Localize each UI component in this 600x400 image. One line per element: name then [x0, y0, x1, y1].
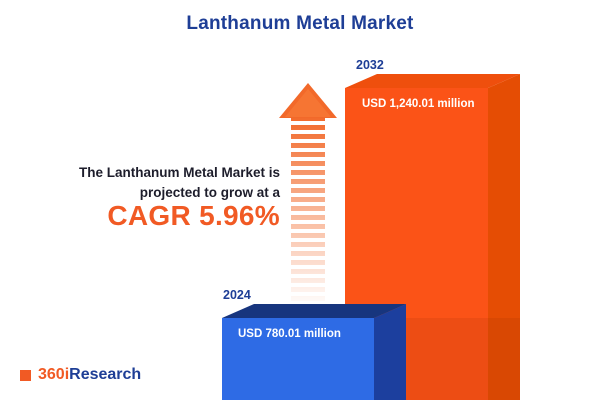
- annotation-line-1: The Lanthanum Metal Market is: [78, 165, 280, 180]
- bar-label-2032: 2032: [356, 58, 384, 72]
- bar-value-2024: USD 780.01 million: [238, 328, 341, 340]
- bar-2032-top-face: [345, 74, 520, 88]
- logo-prefix: 360i: [38, 366, 70, 383]
- annotation-line-2: projected to grow at a: [139, 184, 280, 200]
- brand-logo: 360iResearch: [20, 366, 141, 384]
- cagr-value: CAGR 5.96%: [107, 200, 280, 231]
- bar-value-2032: USD 1,240.01 million: [362, 98, 475, 110]
- logo-suffix: Research: [69, 366, 142, 383]
- logo-text: 360iResearch: [38, 366, 141, 384]
- bar-label-2024: 2024: [223, 288, 251, 302]
- bar-2024-front-face: [222, 318, 374, 400]
- logo-mark-icon: [20, 369, 31, 381]
- growth-arrow-shaft: [291, 116, 325, 302]
- bar-2024-side-face: [374, 304, 406, 400]
- bar-2024-top-face: [222, 304, 406, 318]
- page-title: Lanthanum Metal Market: [186, 13, 414, 34]
- growth-arrow-head-icon: [279, 83, 337, 118]
- bar-2032-side-face: [488, 74, 520, 400]
- annotation-text: The Lanthanum Metal Market is projected …: [28, 163, 280, 202]
